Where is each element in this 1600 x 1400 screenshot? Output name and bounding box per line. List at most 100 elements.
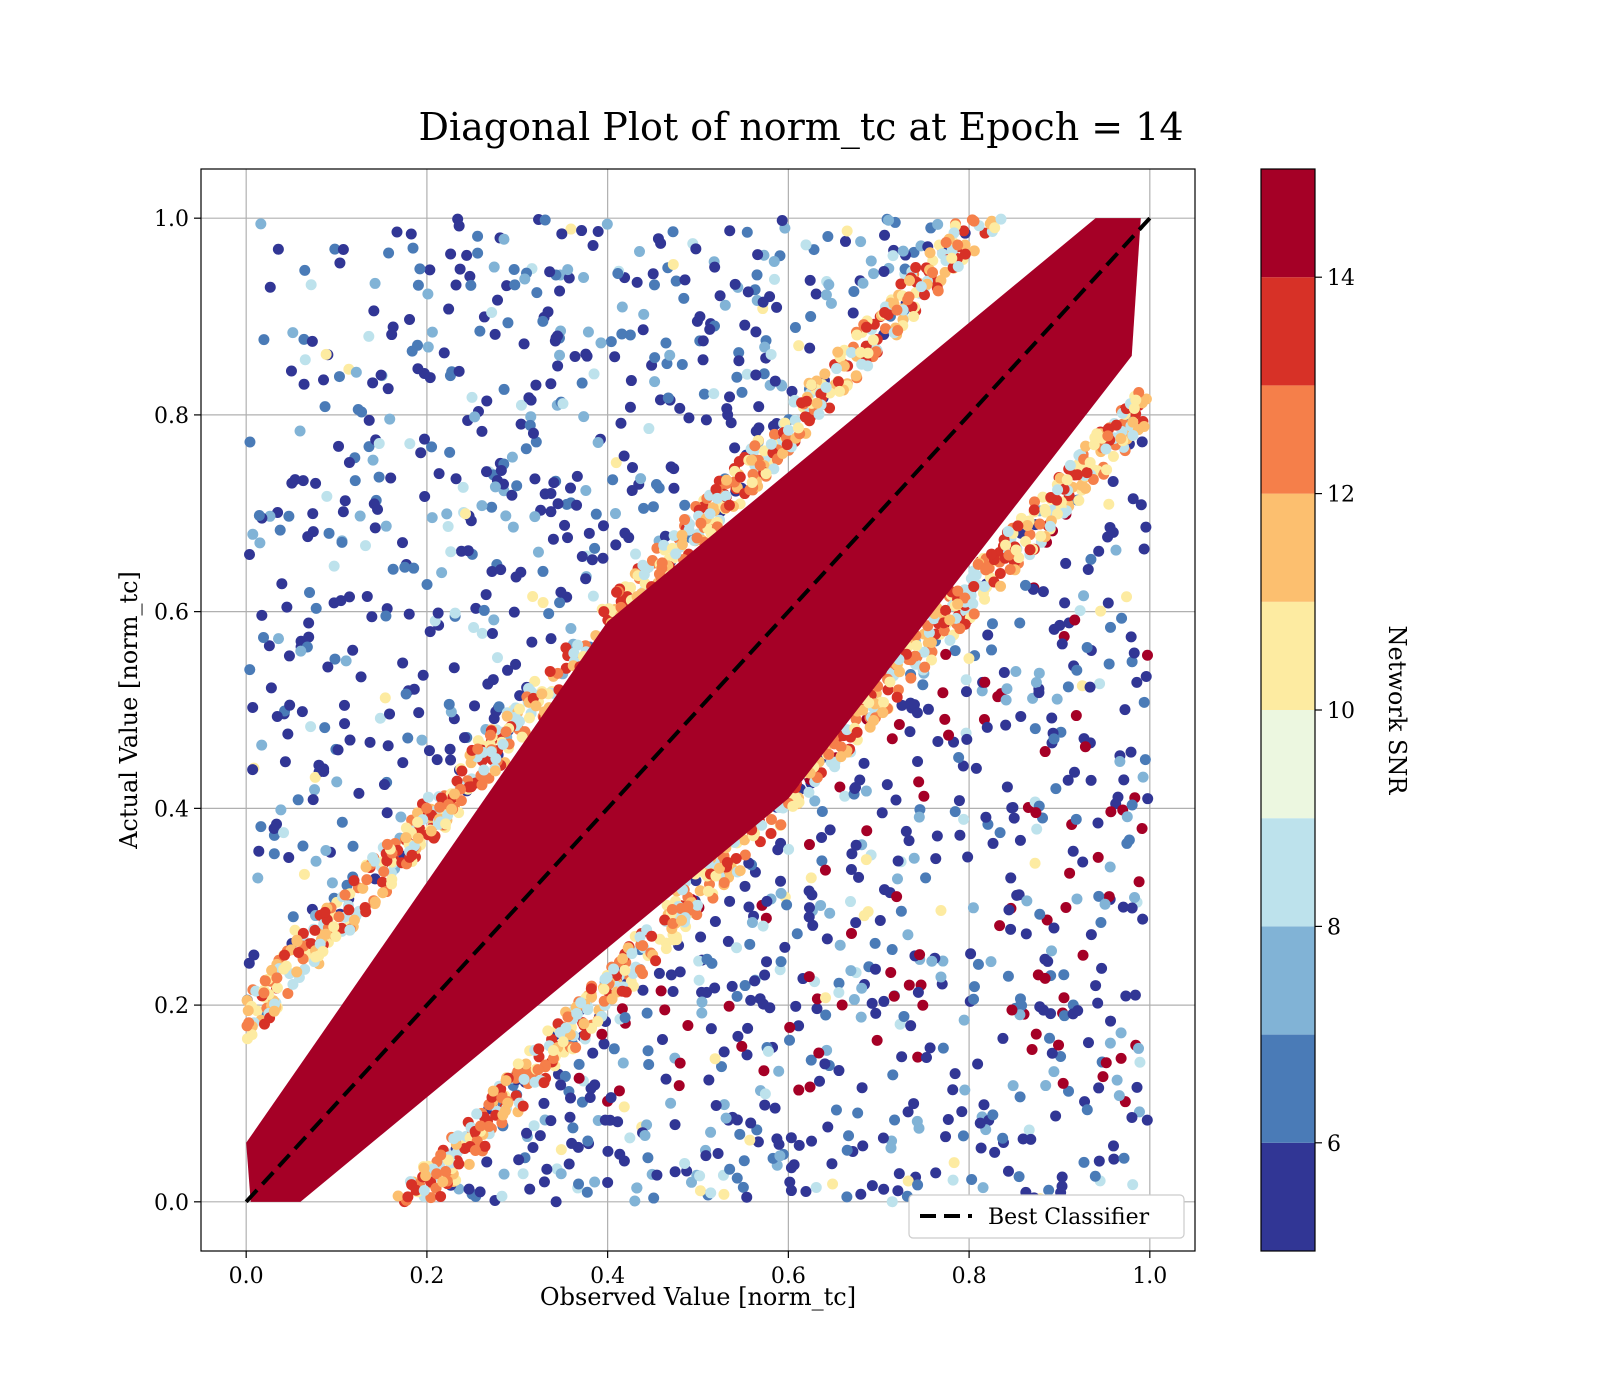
data-point [741, 1191, 753, 1203]
data-point [376, 876, 388, 888]
data-point [599, 1114, 611, 1126]
data-point [765, 348, 777, 360]
data-point [580, 485, 592, 497]
data-point [1126, 799, 1138, 811]
data-point [476, 425, 488, 437]
data-point [470, 602, 482, 614]
data-point [1046, 1047, 1058, 1059]
data-point [1026, 1044, 1038, 1056]
data-point [745, 1117, 757, 1129]
data-point [547, 1045, 559, 1057]
data-point [613, 1085, 625, 1097]
data-point [869, 963, 881, 975]
data-point [879, 323, 891, 335]
data-point [1093, 890, 1105, 902]
data-point [347, 644, 359, 656]
data-point [496, 1190, 508, 1202]
data-point [775, 819, 787, 831]
data-point [918, 646, 930, 658]
data-point [926, 955, 938, 967]
data-point [900, 825, 912, 837]
data-point [922, 703, 934, 715]
data-point [696, 1007, 708, 1019]
data-point [418, 1184, 430, 1196]
data-point [813, 1047, 825, 1059]
data-point [382, 383, 394, 395]
data-point [1070, 710, 1082, 722]
data-point [884, 676, 896, 688]
data-point [1050, 783, 1062, 795]
data-point [908, 852, 920, 864]
data-point [406, 849, 418, 861]
data-point [810, 1181, 822, 1193]
data-point [446, 803, 458, 815]
data-point [967, 598, 979, 610]
data-point [947, 1174, 959, 1186]
data-point [811, 397, 823, 409]
data-point [753, 422, 765, 434]
data-point [435, 792, 447, 804]
data-point [744, 938, 756, 950]
data-point [762, 1045, 774, 1057]
data-point [569, 351, 581, 363]
data-point [1081, 641, 1093, 653]
data-point [1133, 876, 1145, 888]
data-point [720, 1112, 732, 1124]
x-tick-label: 1.0 [1132, 1264, 1167, 1289]
data-point [624, 329, 636, 341]
data-point [378, 779, 390, 791]
x-tick-label: 0.4 [590, 1264, 625, 1289]
data-point [761, 956, 773, 968]
data-point [278, 827, 290, 839]
data-point [667, 226, 679, 238]
data-point [653, 967, 665, 979]
data-point [824, 824, 836, 836]
colorbar-label: Network SNR [1383, 626, 1411, 796]
data-point [648, 279, 660, 291]
data-point [369, 277, 381, 289]
data-point [738, 1155, 750, 1167]
data-point [920, 1052, 932, 1064]
data-point [932, 736, 944, 748]
data-point [374, 712, 386, 724]
data-point [995, 580, 1007, 592]
legend: Best Classifier [908, 1194, 1185, 1239]
data-point [340, 655, 352, 667]
data-point [305, 279, 317, 291]
data-point [987, 1109, 999, 1121]
data-point [1055, 1050, 1067, 1062]
data-point [826, 1158, 838, 1170]
data-point [441, 508, 453, 520]
data-point [271, 711, 283, 723]
data-point [883, 214, 895, 226]
data-point [841, 1191, 853, 1203]
data-point [529, 675, 541, 687]
data-point [790, 1000, 802, 1012]
data-point [1045, 491, 1057, 503]
data-point [1125, 746, 1137, 758]
data-point [833, 1065, 845, 1077]
data-point [349, 475, 361, 487]
data-point [1035, 530, 1047, 542]
data-point [868, 715, 880, 727]
data-point [584, 1091, 596, 1103]
data-point [379, 692, 391, 704]
data-point [857, 277, 869, 289]
data-point [637, 559, 649, 571]
data-point [539, 214, 551, 226]
data-point [1000, 694, 1012, 706]
data-point [898, 1010, 910, 1022]
data-point [395, 811, 407, 823]
data-point [757, 296, 769, 308]
data-point [1061, 474, 1073, 486]
data-point [450, 473, 462, 485]
data-point [1088, 439, 1100, 451]
data-point [297, 840, 309, 852]
data-point [483, 1120, 495, 1132]
data-point [497, 738, 509, 750]
data-point [403, 608, 415, 620]
plot-frame [200, 168, 1196, 1252]
data-point [693, 974, 705, 986]
data-point [975, 1142, 987, 1154]
data-point [282, 728, 294, 740]
